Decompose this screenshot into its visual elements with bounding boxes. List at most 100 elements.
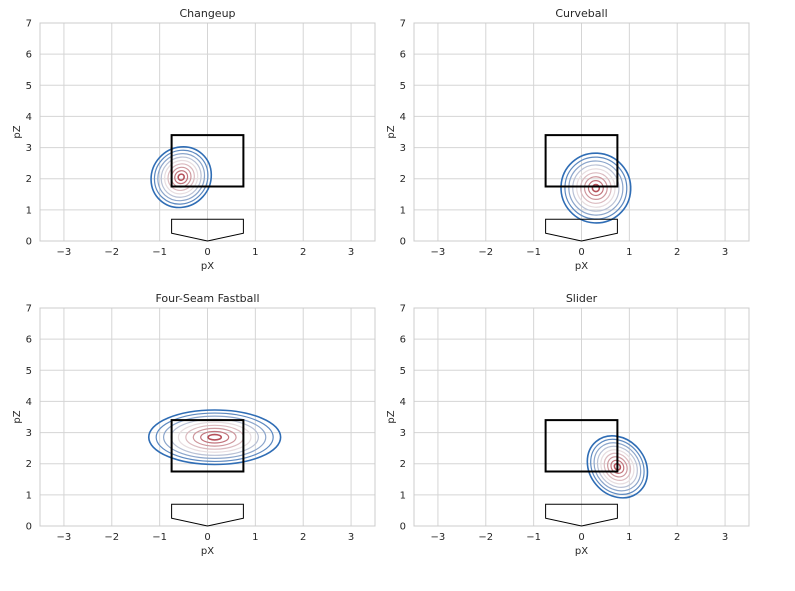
panel-title: Curveball (555, 7, 607, 20)
y-tick-label: 0 (400, 237, 406, 248)
x-tick-label: 1 (626, 247, 632, 258)
contour-level (583, 176, 608, 200)
x-tick-label: 0 (204, 247, 210, 258)
x-tick-label: −2 (104, 247, 119, 258)
y-tick-label: 4 (400, 112, 406, 123)
contour-level (596, 445, 638, 488)
y-tick-label: 3 (26, 428, 32, 439)
x-tick-label: 2 (300, 532, 306, 543)
contour-level (591, 183, 601, 193)
contour-level (164, 159, 199, 195)
panel-curveball: −3 −2 −1 0 1 2 3 0 1 2 3 4 5 6 7 Curveball pX pZ (386, 7, 750, 272)
y-tick-label: 3 (400, 143, 406, 154)
y-tick-label: 3 (26, 143, 32, 154)
panel-slider: −3 −2 −1 0 1 2 3 0 1 2 3 4 5 6 7 Slider pX pZ (386, 292, 750, 557)
x-tick-label: −3 (431, 532, 446, 543)
contour-level (590, 438, 645, 495)
y-tick-label: 7 (26, 19, 32, 30)
contour-level (200, 430, 230, 444)
contour-level (580, 172, 612, 204)
contour-level (593, 442, 642, 492)
x-tick-label: 3 (722, 532, 728, 543)
y-tick-label: 3 (400, 428, 406, 439)
x-tick-label: 0 (204, 532, 210, 543)
contour-level (153, 149, 209, 205)
y-tick-label: 5 (400, 81, 406, 92)
x-tick-label: −2 (104, 532, 119, 543)
contour-level (576, 168, 616, 208)
x-axis-label: pX (201, 261, 214, 272)
y-tick-label: 7 (400, 19, 406, 30)
y-tick-label: 4 (400, 397, 406, 408)
y-tick-label: 6 (26, 50, 32, 61)
contour-level (177, 421, 252, 453)
x-tick-label: 3 (348, 247, 354, 258)
y-tick-label: 6 (26, 335, 32, 346)
contour-level (586, 435, 649, 499)
density-contours (560, 152, 632, 224)
strike-zone (170, 134, 245, 188)
y-tick-label: 5 (26, 81, 32, 92)
contour-level (177, 173, 185, 181)
y-tick-label: 0 (26, 237, 32, 248)
contour-level (572, 164, 620, 212)
contour-level (603, 452, 632, 481)
x-tick-label: 0 (578, 532, 584, 543)
y-tick-label: 4 (26, 397, 32, 408)
contour-level (568, 160, 624, 216)
strike-zone (170, 419, 245, 473)
contour-level (207, 433, 223, 441)
x-tick-label: −3 (431, 247, 446, 258)
density-contours (147, 409, 282, 466)
y-tick-label: 7 (400, 304, 406, 315)
y-tick-label: 5 (400, 366, 406, 377)
home-plate (545, 503, 618, 527)
contour-level (600, 449, 635, 485)
y-tick-label: 4 (26, 112, 32, 123)
density-contours (586, 435, 649, 499)
contour-level (613, 462, 622, 471)
home-plate (545, 218, 618, 242)
panel-title: Slider (566, 292, 598, 305)
x-axis-label: pX (575, 546, 588, 557)
y-tick-label: 1 (400, 490, 406, 501)
panel-four-seam-fastball: −3 −2 −1 0 1 2 3 0 1 2 3 4 5 6 7 Four-Seam Fastball pX pZ (12, 292, 376, 557)
x-tick-label: −2 (478, 247, 493, 258)
y-tick-label: 0 (400, 522, 406, 533)
contour-level (170, 166, 192, 188)
y-tick-label: 7 (26, 304, 32, 315)
contour-level (564, 156, 628, 220)
y-tick-label: 0 (26, 522, 32, 533)
home-plate (171, 218, 244, 242)
x-tick-label: 1 (626, 532, 632, 543)
x-tick-label: 2 (674, 532, 680, 543)
contour-level (147, 409, 282, 466)
x-tick-label: −1 (152, 532, 167, 543)
contour-level (162, 415, 267, 459)
x-tick-label: −3 (57, 532, 72, 543)
y-tick-label: 1 (26, 490, 32, 501)
contour-level (560, 152, 632, 224)
panel-title: Four-Seam Fastball (155, 292, 259, 305)
contour-level (160, 156, 202, 198)
y-tick-label: 2 (400, 174, 406, 185)
x-tick-label: 2 (300, 247, 306, 258)
home-plate (171, 503, 244, 527)
y-axis-label: pZ (386, 125, 397, 138)
y-tick-label: 6 (400, 50, 406, 61)
strike-zone (544, 134, 619, 188)
contour-level (587, 180, 604, 197)
x-tick-label: 2 (674, 247, 680, 258)
panel-title: Changeup (179, 7, 235, 20)
contour-level (150, 146, 213, 209)
strike-zone (544, 419, 619, 473)
y-tick-label: 1 (26, 205, 32, 216)
y-tick-label: 2 (26, 459, 32, 470)
x-tick-label: −1 (526, 247, 541, 258)
contour-level (167, 163, 195, 192)
y-tick-label: 2 (26, 174, 32, 185)
x-tick-label: −3 (57, 247, 72, 258)
x-tick-label: 3 (348, 532, 354, 543)
x-tick-label: 0 (578, 247, 584, 258)
